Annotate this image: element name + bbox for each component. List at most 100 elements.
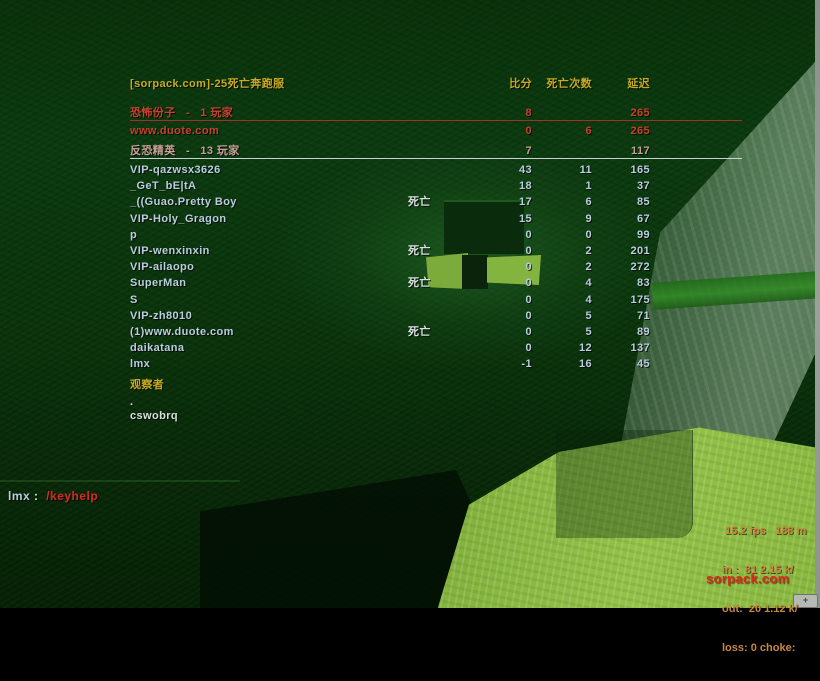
player-latency: 265 xyxy=(630,125,650,137)
player-score: 0 xyxy=(525,293,532,306)
netgraph-in-line: in : 81 2.15 k/ xyxy=(722,564,794,576)
team-dead-spacer xyxy=(408,143,464,159)
player-deaths: 11 xyxy=(579,164,592,176)
game-world: + xyxy=(0,0,820,608)
column-header-latency: 延迟 xyxy=(627,78,650,90)
player-score: 0 xyxy=(525,342,532,355)
team-name: 恐怖份子 - 1 玩家 xyxy=(130,107,234,119)
server-watermark: sorpack.com xyxy=(706,571,790,586)
column-header-deaths: 死亡次数 xyxy=(546,78,592,90)
map-glass-pane xyxy=(556,430,693,538)
player-latency: 37 xyxy=(636,180,650,193)
chat-separator: : xyxy=(30,489,47,503)
map-yellow-patch-2 xyxy=(487,255,541,285)
player-deaths: 5 xyxy=(585,326,592,338)
player-dead-status xyxy=(408,259,464,275)
netgraph: 15.2 fps 188 m in : 81 2.15 k/ out: 20 1… xyxy=(722,499,820,681)
map-crate-edge xyxy=(0,480,240,482)
player-score: 0 xyxy=(525,228,532,241)
player-score: 18 xyxy=(518,180,532,193)
player-name: VIP-qazwsx3626 xyxy=(130,164,221,176)
player-dead-status: 死亡 xyxy=(408,245,431,257)
player-name: SuperMan xyxy=(130,277,187,290)
player-deaths: 4 xyxy=(585,293,592,306)
player-deaths: 4 xyxy=(585,277,592,290)
map-ceiling-shade xyxy=(0,0,820,150)
chat-speaker: lmx xyxy=(8,489,31,503)
player-score: 43 xyxy=(518,164,532,176)
player-name: _((Guao.Pretty Boy xyxy=(130,196,237,209)
player-name: S xyxy=(130,293,138,306)
player-row: daikatana 0 12 137 xyxy=(130,340,652,356)
player-deaths: 6 xyxy=(585,125,592,137)
spectator-header: 观察者 xyxy=(130,379,165,391)
player-name: daikatana xyxy=(130,342,185,355)
team-dead-spacer xyxy=(408,105,464,121)
player-latency: 175 xyxy=(630,293,650,306)
team-row: 反恐精英 - 13 玩家 7 117 xyxy=(130,143,652,159)
map-dark-doorway xyxy=(462,255,488,289)
team-latency: 117 xyxy=(631,145,650,157)
player-name: VIP-zh8010 xyxy=(130,309,193,322)
player-dead-status: 死亡 xyxy=(408,196,431,209)
team-separator-line xyxy=(130,158,742,159)
team-name: 反恐精英 - 13 玩家 xyxy=(130,145,240,157)
player-row: p 0 0 99 xyxy=(130,227,652,243)
scoreboard: [sorpack.com]-25死亡奔跑服 比分 死亡次数 延迟 恐怖份子 - 1 玩家… xyxy=(130,76,742,426)
player-name: p xyxy=(130,228,138,241)
spectator-row: . xyxy=(130,394,652,410)
netgraph-fps-line: 15.2 fps 188 m xyxy=(722,525,807,537)
screen-edge-strip xyxy=(815,0,820,608)
player-deaths: 16 xyxy=(578,358,592,371)
player-score: 0 xyxy=(525,245,532,257)
map-yellow-patch-1 xyxy=(426,253,468,289)
player-name: lmx xyxy=(130,358,151,371)
team-deaths xyxy=(532,105,592,121)
player-deaths: 2 xyxy=(585,245,592,257)
spectator-header-row: 观察者 xyxy=(130,377,652,393)
player-dead-status: 死亡 xyxy=(408,277,431,290)
map-crate xyxy=(444,200,524,254)
team-latency: 265 xyxy=(630,107,650,119)
player-name: VIP-ailaopo xyxy=(130,261,195,274)
player-deaths: 0 xyxy=(585,228,592,241)
player-score: 0 xyxy=(525,309,532,322)
player-latency: 201 xyxy=(630,245,650,257)
player-latency: 85 xyxy=(636,196,650,209)
player-row: S 0 4 175 xyxy=(130,292,652,308)
player-deaths: 2 xyxy=(585,261,592,274)
server-title: [sorpack.com]-25死亡奔跑服 xyxy=(130,78,285,90)
scoreboard-header-row: [sorpack.com]-25死亡奔跑服 比分 死亡次数 延迟 xyxy=(130,76,652,92)
player-score: 15 xyxy=(518,212,532,225)
player-score: 0 xyxy=(525,277,532,290)
player-deaths: 5 xyxy=(585,309,592,322)
player-row: _((Guao.Pretty Boy 死亡 17 6 85 xyxy=(130,194,652,210)
player-latency: 165 xyxy=(630,164,650,176)
player-deaths: 12 xyxy=(578,342,592,355)
player-score: 0 xyxy=(525,261,532,274)
player-latency: 67 xyxy=(636,212,650,225)
player-name: VIP-Holy_Gragon xyxy=(130,212,227,225)
player-dead-status xyxy=(408,340,464,356)
player-name: (1)www.duote.com xyxy=(130,326,234,338)
chat-message: /keyhelp xyxy=(46,489,99,503)
player-latency: 71 xyxy=(636,309,650,322)
player-score: 17 xyxy=(518,196,532,209)
player-row: www.duote.com 0 6 265 xyxy=(130,123,652,139)
team-score: 8 xyxy=(525,107,532,119)
player-dead-status xyxy=(408,227,464,243)
player-row: VIP-Holy_Gragon 15 9 67 xyxy=(130,211,652,227)
player-name: VIP-wenxinxin xyxy=(130,245,210,257)
player-latency: 89 xyxy=(636,326,650,338)
team-separator-line xyxy=(130,120,742,121)
team-row: 恐怖份子 - 1 玩家 8 265 xyxy=(130,105,652,121)
player-score: 0 xyxy=(525,125,532,137)
player-dead-status: 死亡 xyxy=(408,326,431,338)
player-dead-status xyxy=(408,211,464,227)
netgraph-out-line: out: 20 1.12 k/ xyxy=(722,603,798,615)
player-latency: 99 xyxy=(636,228,650,241)
player-row: VIP-qazwsx3626 43 11 165 xyxy=(130,162,652,178)
player-latency: 137 xyxy=(630,342,650,355)
player-name: _GeT_bE|tA xyxy=(130,180,197,193)
player-score: 0 xyxy=(525,326,532,338)
